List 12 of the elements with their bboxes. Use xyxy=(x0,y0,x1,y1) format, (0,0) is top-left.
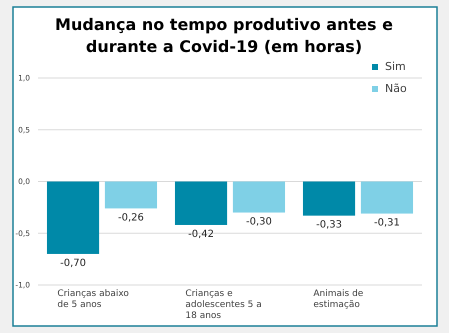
data-label: -0,31 xyxy=(374,218,400,229)
data-label: -0,33 xyxy=(316,220,342,231)
chart-title: Mudança no tempo produtivo antes e durante a Covid-19 (em horas) xyxy=(55,15,394,56)
data-label: -0,42 xyxy=(188,228,214,240)
legend-label: Sim xyxy=(385,60,406,73)
x-tick-label: Animais de estimação xyxy=(313,289,364,310)
data-label: -0,30 xyxy=(246,216,272,228)
x-tick-label: Crianças abaixo de 5 anos xyxy=(57,289,130,310)
legend-label: Não xyxy=(385,82,407,95)
data-label: -0,70 xyxy=(60,258,86,269)
data-label: -0,26 xyxy=(118,212,144,224)
x-tick-label: Crianças e adolescentes 5 a 18 anos xyxy=(185,289,262,321)
